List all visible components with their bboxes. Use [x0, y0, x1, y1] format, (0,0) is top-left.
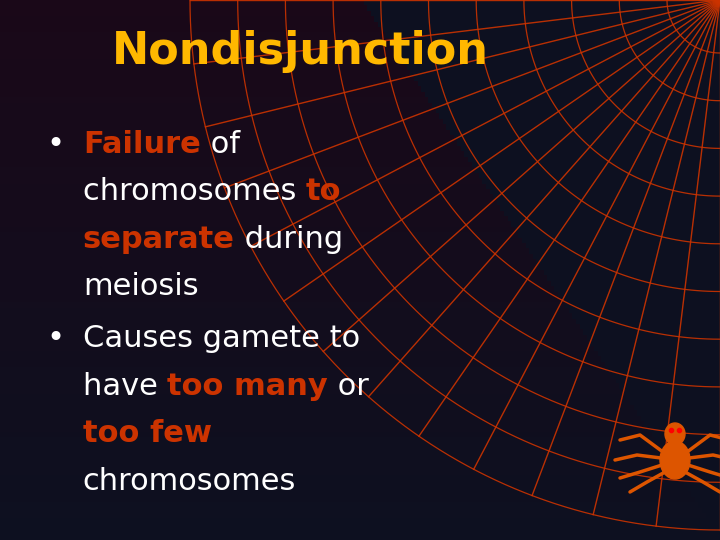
Ellipse shape: [665, 423, 685, 445]
Text: Failure: Failure: [83, 130, 201, 159]
Text: to: to: [306, 177, 341, 206]
Text: separate: separate: [83, 225, 235, 254]
Text: •: •: [47, 130, 65, 159]
Text: Nondisjunction: Nondisjunction: [112, 30, 488, 73]
Text: meiosis: meiosis: [83, 272, 199, 301]
Text: chromosomes: chromosomes: [83, 467, 296, 496]
Text: during: during: [235, 225, 343, 254]
Text: Causes gamete to: Causes gamete to: [83, 324, 360, 353]
Text: too few: too few: [83, 419, 212, 448]
Text: chromosomes: chromosomes: [83, 177, 306, 206]
Text: of: of: [201, 130, 240, 159]
Text: •: •: [47, 324, 65, 353]
Ellipse shape: [660, 441, 690, 479]
Text: have: have: [83, 372, 168, 401]
Text: or: or: [328, 372, 369, 401]
Text: too many: too many: [168, 372, 328, 401]
